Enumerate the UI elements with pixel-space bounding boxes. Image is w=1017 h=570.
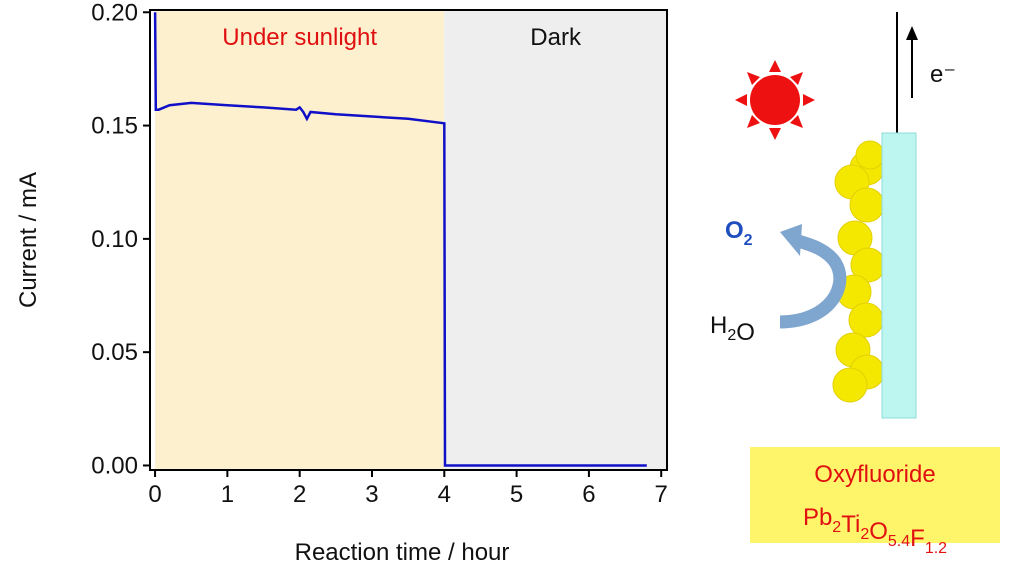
formula-part: O bbox=[869, 518, 888, 545]
x-tick-label: 7 bbox=[655, 481, 668, 508]
electron-label: e⁻ bbox=[930, 61, 956, 88]
x-tick-label: 4 bbox=[438, 481, 451, 508]
formula-part: Ti bbox=[841, 511, 860, 538]
formula-subscript: 1.2 bbox=[925, 540, 947, 557]
x-axis-label: Reaction time / hour bbox=[295, 539, 510, 566]
formula-part: Pb bbox=[803, 504, 832, 531]
plot-frame bbox=[149, 9, 668, 471]
regions: Under sunlight Dark bbox=[155, 10, 667, 470]
region-label: Under sunlight bbox=[222, 24, 377, 51]
formula-subscript: 5.4 bbox=[888, 533, 910, 550]
x-tick-label: 2 bbox=[293, 481, 306, 508]
region-label: Dark bbox=[530, 24, 582, 51]
material-name: Oxyfluoride bbox=[814, 461, 935, 488]
particles bbox=[832, 140, 886, 403]
electron-arrowhead bbox=[906, 26, 918, 40]
y-tick-label: 0.00 bbox=[91, 452, 138, 479]
y-tick-label: 0.10 bbox=[91, 226, 138, 253]
y-axis-label: Current / mA bbox=[15, 172, 42, 308]
formula-subscript: 2 bbox=[860, 526, 869, 543]
current-line bbox=[153, 12, 647, 467]
region bbox=[155, 10, 445, 470]
formula-subscript: 2 bbox=[832, 519, 841, 536]
formula-subscript: 2 bbox=[727, 327, 736, 344]
reaction-arrowhead bbox=[780, 224, 802, 256]
formula-part: H bbox=[710, 312, 727, 339]
plot bbox=[153, 12, 647, 467]
formula-part: O bbox=[725, 217, 744, 244]
formula-part: O bbox=[736, 319, 755, 346]
electrode bbox=[881, 132, 917, 419]
reactant-label: H2O bbox=[710, 312, 755, 346]
y-tick-label: 0.05 bbox=[91, 339, 138, 366]
product-label: O2 bbox=[725, 217, 753, 249]
y-tick-label: 0.20 bbox=[91, 0, 138, 26]
x-tick-label: 3 bbox=[365, 481, 378, 508]
sun bbox=[735, 60, 815, 140]
formula-subscript: 2 bbox=[744, 232, 753, 249]
x-tick-label: 6 bbox=[582, 481, 595, 508]
formula-part: F bbox=[910, 525, 925, 552]
reaction-arrow bbox=[779, 233, 847, 329]
y-tick-label: 0.15 bbox=[91, 113, 138, 140]
material-formula: Pb2Ti2O5.4F1.2 bbox=[803, 504, 947, 557]
material-box bbox=[750, 447, 1000, 543]
x-tick-label: 0 bbox=[148, 481, 161, 508]
region bbox=[444, 10, 667, 470]
x-tick-label: 5 bbox=[510, 481, 523, 508]
x-tick-label: 1 bbox=[221, 481, 234, 508]
